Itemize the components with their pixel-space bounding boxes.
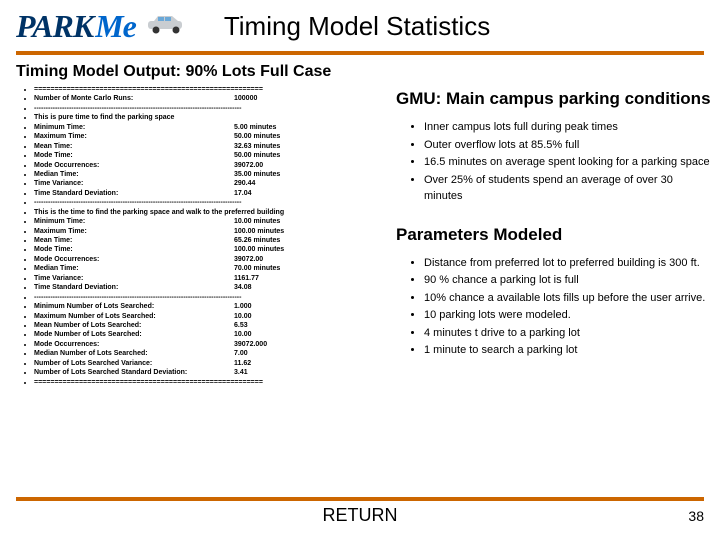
param-item: 4 minutes t drive to a parking lot <box>424 325 712 342</box>
stats-line: Mode Occurrences:39072.00 <box>34 161 388 170</box>
stats-line: This is pure time to find the parking sp… <box>34 113 388 122</box>
stats-line: Time Variance:290.44 <box>34 179 388 188</box>
logo-me: Me <box>95 8 136 45</box>
footer: RETURN 38 <box>0 497 720 526</box>
stats-line: Number of Lots Searched Standard Deviati… <box>34 368 388 377</box>
stats-line: ----------------------------------------… <box>34 104 388 113</box>
stats-line: Maximum Time:100.00 minutes <box>34 227 388 236</box>
stats-line: ----------------------------------------… <box>34 293 388 302</box>
heading-gmu: GMU: Main campus parking conditions <box>396 89 712 109</box>
stats-line: Minimum Time:10.00 minutes <box>34 217 388 226</box>
stats-line: Number of Monte Carlo Runs:100000 <box>34 94 388 103</box>
stats-line: Time Standard Deviation:34.08 <box>34 283 388 292</box>
stats-line: Mean Time:65.26 minutes <box>34 236 388 245</box>
stats-line: Minimum Time:5.00 minutes <box>34 123 388 132</box>
header-divider <box>16 51 704 55</box>
right-panel: GMU: Main campus parking conditions Inne… <box>388 85 712 387</box>
stats-line: Mean Time:32.63 minutes <box>34 142 388 151</box>
car-icon <box>144 13 188 40</box>
stats-line: Number of Lots Searched Variance:11.62 <box>34 359 388 368</box>
stats-line: Minimum Number of Lots Searched:1.000 <box>34 302 388 311</box>
stats-line: Time Standard Deviation:17.04 <box>34 189 388 198</box>
gmu-item: Inner campus lots full during peak times <box>424 119 712 136</box>
gmu-item: 16.5 minutes on average spent looking fo… <box>424 154 712 171</box>
gmu-item: Over 25% of students spend an average of… <box>424 172 712 205</box>
stats-line: Time Variance:1161.77 <box>34 274 388 283</box>
return-link[interactable]: RETURN <box>56 505 664 526</box>
param-item: 10 parking lots were modeled. <box>424 307 712 324</box>
params-list: Distance from preferred lot to preferred… <box>396 255 712 359</box>
stats-line: Mode Occurrences:39072.000 <box>34 340 388 349</box>
stats-line: Mode Occurrences:39072.00 <box>34 255 388 264</box>
stats-line: Maximum Time:50.00 minutes <box>34 132 388 141</box>
param-item: 10% chance a available lots fills up bef… <box>424 290 712 307</box>
stats-output: ========================================… <box>8 85 388 387</box>
stats-line: Median Number of Lots Searched:7.00 <box>34 349 388 358</box>
stats-line: Mode Time:50.00 minutes <box>34 151 388 160</box>
page-number: 38 <box>664 508 704 524</box>
stats-line: Mean Number of Lots Searched:6.53 <box>34 321 388 330</box>
stats-line: ========================================… <box>34 85 388 94</box>
content: ========================================… <box>0 85 720 387</box>
stats-line: ========================================… <box>34 378 388 387</box>
gmu-item: Outer overflow lots at 85.5% full <box>424 137 712 154</box>
page-title: Timing Model Statistics <box>224 11 490 42</box>
heading-params: Parameters Modeled <box>396 225 712 245</box>
stats-line: Mode Time:100.00 minutes <box>34 245 388 254</box>
stats-line: ----------------------------------------… <box>34 198 388 207</box>
gmu-list: Inner campus lots full during peak times… <box>396 119 712 205</box>
param-item: 1 minute to search a parking lot <box>424 342 712 359</box>
stats-line: This is the time to find the parking spa… <box>34 208 388 217</box>
subtitle: Timing Model Output: 90% Lots Full Case <box>16 63 704 81</box>
header: PARK Me Timing Model Statistics <box>0 0 720 51</box>
stats-line: Median Time:35.00 minutes <box>34 170 388 179</box>
footer-divider <box>16 497 704 501</box>
param-item: Distance from preferred lot to preferred… <box>424 255 712 272</box>
param-item: 90 % chance a parking lot is full <box>424 272 712 289</box>
logo: PARK Me <box>16 8 188 45</box>
logo-park: PARK <box>16 8 93 45</box>
stats-line: Maximum Number of Lots Searched:10.00 <box>34 312 388 321</box>
stats-line: Median Time:70.00 minutes <box>34 264 388 273</box>
stats-line: Mode Number of Lots Searched:10.00 <box>34 330 388 339</box>
